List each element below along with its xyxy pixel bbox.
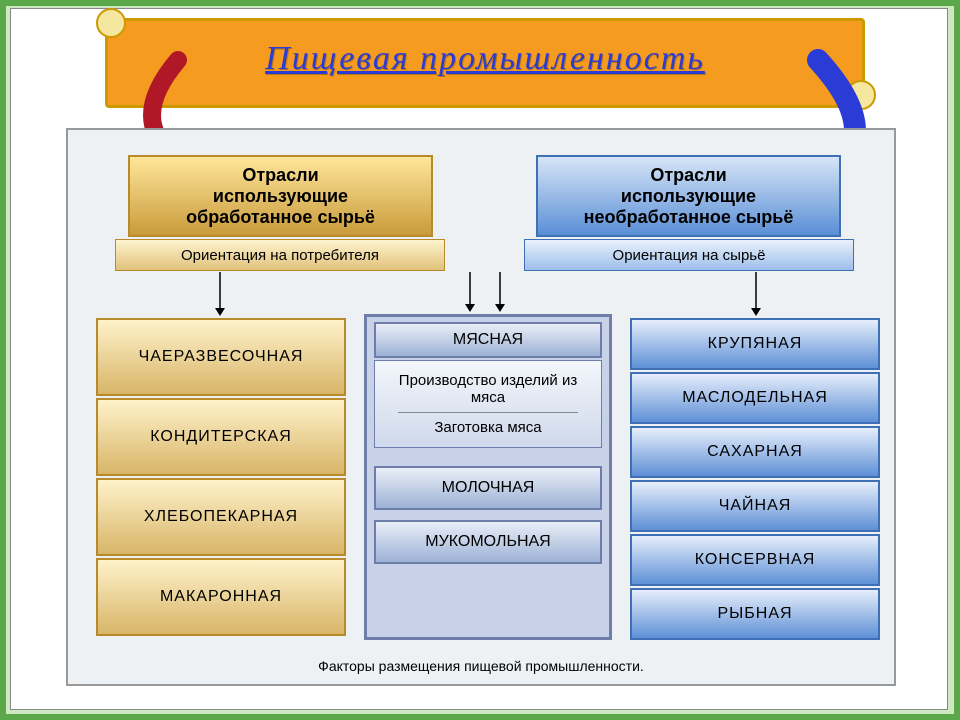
middle-header: МЯСНАЯ: [374, 322, 602, 358]
left-item: КОНДИТЕРСКАЯ: [96, 398, 346, 476]
right-item: КРУПЯНАЯ: [630, 318, 880, 370]
right-item: ЧАЙНАЯ: [630, 480, 880, 532]
right-item: РЫБНАЯ: [630, 588, 880, 640]
right-item: МАСЛОДЕЛЬНАЯ: [630, 372, 880, 424]
right-item: САХАРНАЯ: [630, 426, 880, 478]
middle-item: МУКОМОЛЬНАЯ: [374, 520, 602, 564]
middle-sub: Производство изделий из мяса Заготовка мя…: [374, 360, 602, 448]
middle-item: МОЛОЧНАЯ: [374, 466, 602, 510]
divider: [398, 412, 579, 413]
left-item: ЧАЕРАЗВЕСОЧНАЯ: [96, 318, 346, 396]
middle-sub-line1: Производство изделий из мяса: [375, 372, 601, 406]
left-item: МАКАРОННАЯ: [96, 558, 346, 636]
left-item: ХЛЕБОПЕКАРНАЯ: [96, 478, 346, 556]
caption: Факторы размещения пищевой промышленност…: [66, 658, 896, 674]
middle-sub-line2: Заготовка мяса: [434, 419, 541, 436]
right-item: КОНСЕРВНАЯ: [630, 534, 880, 586]
